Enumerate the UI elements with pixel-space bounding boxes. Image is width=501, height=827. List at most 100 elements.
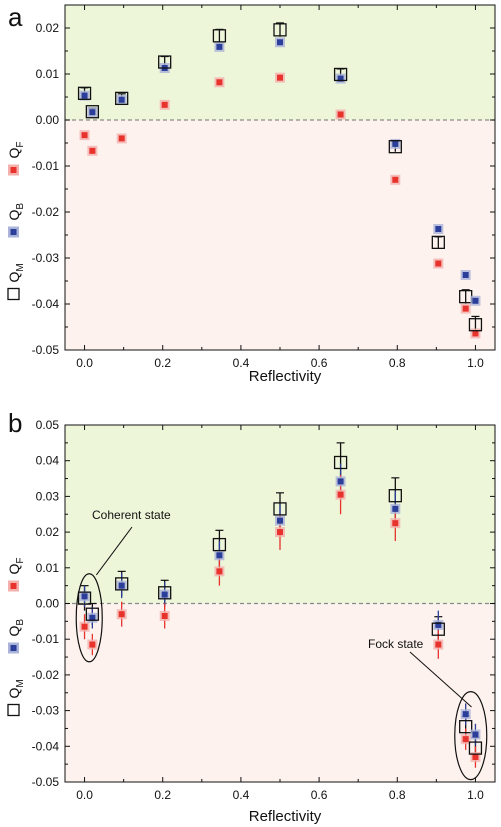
panel-b-y-tick-label: -0.03 (32, 704, 60, 718)
panel-b-qf-point (89, 641, 96, 648)
panel-b-y-tick-label: -0.01 (32, 632, 60, 646)
panel-b-qb-point (216, 552, 223, 559)
legend-qb-symbol (10, 645, 17, 651)
panel-a-y-tick-label: -0.05 (32, 343, 60, 357)
legend-qf-symbol (10, 583, 17, 589)
legend-qm-symbol (7, 703, 20, 717)
panel-a-qf-point (462, 305, 469, 312)
legend-qf-symbol (10, 167, 17, 173)
panel-b-qm-point (459, 720, 473, 734)
panel-b-qm-point (468, 741, 483, 755)
panel-b-x-tick-label: 0.8 (389, 788, 406, 802)
panel-a-y-tick-label: -0.03 (32, 251, 60, 265)
coherent-state-label: Coherent state (92, 508, 171, 522)
panel-a-qm-point (333, 67, 348, 82)
panel-b-qf-point (337, 491, 344, 498)
panel-b-qb-point (118, 582, 125, 589)
panel-a-qm-point (212, 29, 227, 43)
panel-a-x-tick-label: 1.0 (467, 356, 484, 370)
panel-a-qf-point (392, 176, 399, 183)
panel-a-y-tick-label: 0.01 (36, 67, 60, 81)
panel-b-qm-point (77, 591, 92, 605)
panel-b-negative-region (65, 603, 495, 782)
panel-b-y-tick-label: 0.00 (36, 597, 60, 611)
panel-b-qf-point (435, 641, 442, 648)
panel-a-qm-point (468, 318, 483, 332)
panel-b-qf-point (392, 520, 399, 527)
panel-b-qf-point (216, 568, 223, 575)
coherent-state-leader-line (95, 526, 133, 576)
panel-b-qf-point (277, 529, 283, 536)
panel-b-qb-point (435, 621, 442, 628)
panel-b-qm-point (158, 586, 172, 600)
panel-b-x-tick-label: 1.0 (467, 788, 484, 802)
panel-b-qf-point (118, 611, 125, 618)
panel-b-qb-point (161, 591, 168, 598)
panel-b-qf-point (161, 612, 168, 619)
panel-a-qf-point (435, 260, 442, 267)
panel-b-qb-point (81, 593, 88, 600)
panel-b-label: b (8, 408, 22, 438)
panel-b-qb-point (462, 711, 469, 718)
panel-b-y-tick-label: -0.02 (32, 668, 60, 682)
panel-b-qb-point (277, 517, 283, 524)
legend-qm-label: QM (6, 263, 26, 282)
panel-a-y-tick-label: -0.02 (32, 205, 60, 219)
fock-state-leader-line (409, 651, 472, 708)
panel-b-qb-point (392, 505, 399, 512)
panel-a: a -0.05 -0.04 -0.03 -0.02 -0.01 0.00 0.01 0.02 0… (6, 2, 496, 385)
panel-b-qb-point (472, 731, 479, 738)
panel-a-qb-point (462, 272, 469, 279)
panel-a-y-tick-label: 0.00 (36, 113, 60, 127)
panel-b-y-tick-label: 0.02 (36, 525, 60, 539)
panel-b-qm-point (333, 455, 348, 470)
panel-b-qb-point (89, 614, 96, 621)
panel-b-qm-point (431, 622, 445, 636)
fock-state-label: Fock state (368, 637, 424, 651)
panel-b-y-tick-label: 0.03 (36, 489, 60, 503)
fock-state-ellipse (454, 690, 488, 781)
panel-a-qf-point (89, 147, 96, 154)
panel-a-qm-point (85, 105, 100, 119)
panel-a-qm-point (158, 55, 172, 69)
panel-b-y-tick-label: 0.04 (36, 454, 60, 468)
panel-b-qm-point (212, 537, 227, 552)
legend-qf-label: QF (6, 142, 26, 159)
panel-b-qm-point (273, 502, 287, 516)
panel-b: b -0.05 -0.04 -0.03 -0.02 -0.01 0.00 0.01 0.02 0… (6, 408, 496, 825)
panel-a-qb-point (392, 140, 399, 147)
legend-qb-symbol (10, 229, 17, 235)
panel-b-x-axis-title: Reflectivity (249, 808, 322, 825)
panel-a-x-tick-label: 0.6 (311, 356, 328, 370)
panel-b-y-tick-label: 0.05 (36, 418, 60, 432)
panel-a-qf-point (81, 132, 88, 139)
panel-a-qm-point (431, 235, 445, 250)
panel-a-positive-region (65, 5, 495, 120)
panel-b-legend: QM QB QF (6, 558, 26, 717)
coherent-state-ellipse (75, 573, 103, 663)
panel-a-qf-point (118, 135, 125, 142)
panel-b-x-tick-label: 0.2 (154, 788, 171, 802)
panel-b-qm-point (388, 489, 402, 503)
panel-a-x-tick-label: 0.2 (154, 356, 171, 370)
panel-a-qm-point (388, 140, 402, 154)
panel-a-x-axis-title: Reflectivity (249, 368, 322, 385)
legend-qm-symbol (7, 287, 20, 301)
panel-b-qf-point (81, 623, 88, 630)
panel-b-qm-point (115, 577, 129, 591)
panel-a-qf-point (337, 111, 344, 118)
panel-a-qb-point (337, 75, 344, 82)
panel-a-y-tick-label: 0.02 (36, 21, 60, 35)
panel-b-y-tick-label: 0.01 (36, 561, 60, 575)
panel-a-qm-point (115, 91, 129, 106)
panel-a-negative-region (65, 120, 495, 350)
panel-a-qf-point (472, 330, 479, 337)
panel-b-qb-point (337, 478, 344, 485)
panel-b-qm-point (85, 607, 100, 621)
panel-a-x-tick-label: 0.8 (389, 356, 406, 370)
legend-qm-label: QM (6, 679, 26, 698)
panel-a-qb-point (216, 43, 223, 50)
legend-qb-label: QB (6, 619, 26, 637)
panel-a-qb-point (89, 109, 96, 116)
